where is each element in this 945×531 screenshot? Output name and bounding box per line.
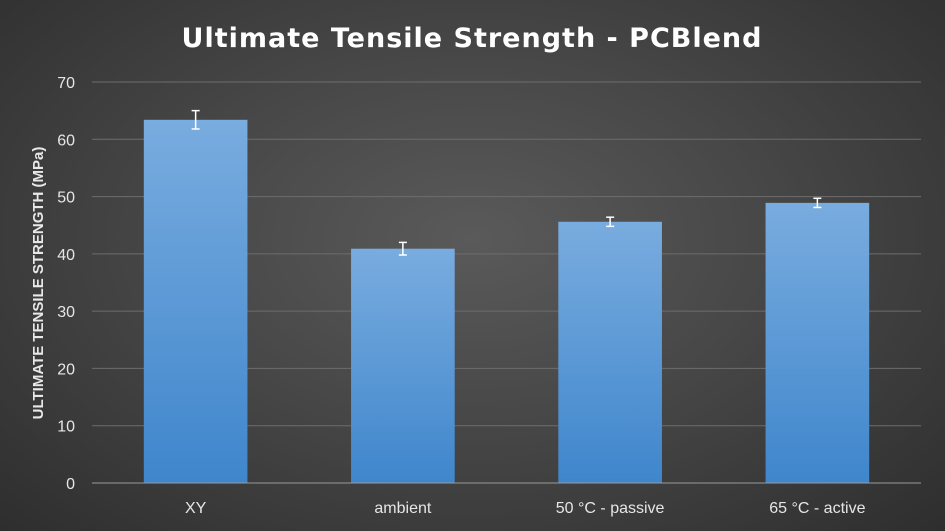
chart-title: Ultimate Tensile Strength - PCBlend — [182, 23, 763, 54]
y-tick-label: 20 — [57, 361, 75, 378]
bar — [351, 248, 455, 483]
error-bar — [191, 109, 200, 130]
x-category-label: 50 °C - passive — [556, 500, 665, 517]
error-bar — [813, 197, 822, 209]
error-bars — [191, 109, 822, 256]
y-tick-label: 30 — [57, 304, 75, 321]
x-axis-categories: XY ambient 50 °C - passive 65 °C - active — [185, 500, 866, 517]
error-bar — [398, 241, 407, 256]
error-bar — [606, 216, 615, 228]
bars — [143, 119, 870, 484]
bar — [765, 202, 870, 483]
y-tick-label: 70 — [57, 75, 75, 92]
x-category-label: ambient — [374, 500, 431, 517]
x-category-label: 65 °C - active — [769, 500, 865, 517]
y-axis-ticks: 0 10 20 30 40 50 60 70 — [57, 75, 75, 493]
x-category-label: XY — [185, 500, 207, 517]
y-tick-label: 40 — [57, 247, 75, 264]
y-tick-label: 10 — [57, 419, 75, 436]
bar — [558, 221, 662, 483]
y-axis-label: ULTIMATE TENSILE STRENGTH (MPa) — [30, 147, 47, 420]
bar — [143, 119, 248, 484]
y-tick-label: 0 — [66, 476, 75, 493]
y-tick-label: 60 — [57, 132, 75, 149]
y-tick-label: 50 — [57, 190, 75, 207]
